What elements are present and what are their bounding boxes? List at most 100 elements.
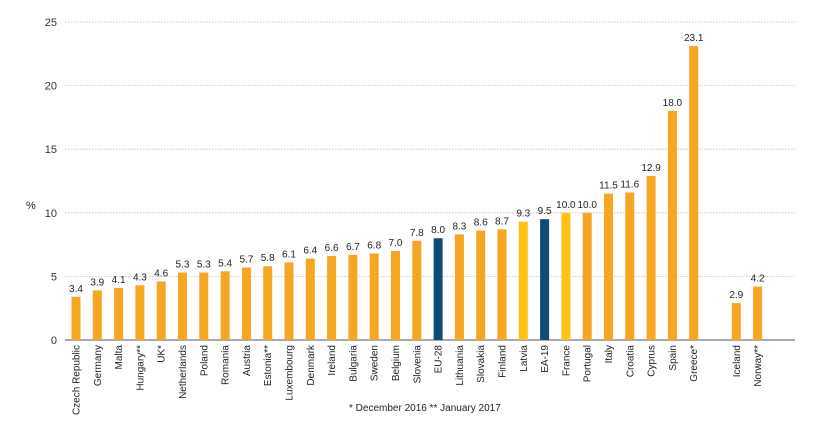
- bar: [178, 272, 187, 340]
- x-category-label: Poland: [199, 345, 210, 376]
- bar-value-label: 6.6: [325, 243, 339, 254]
- bar-value-label: 4.1: [112, 275, 126, 286]
- bar-value-label: 7.0: [389, 238, 403, 249]
- y-axis-label: %: [26, 200, 36, 212]
- x-category-label: Norway**: [753, 345, 764, 387]
- bar-value-label: 8.0: [431, 225, 445, 236]
- bar-value-label: 10.0: [577, 200, 597, 211]
- bar-value-label: 3.9: [90, 277, 104, 288]
- bar: [284, 262, 294, 340]
- y-tick-label: 5: [51, 271, 57, 283]
- bar: [92, 290, 102, 340]
- x-category-label: Lithuania: [455, 345, 466, 386]
- bar-value-label: 4.6: [154, 268, 168, 279]
- bar: [305, 258, 315, 340]
- bar: [114, 287, 124, 340]
- x-category-label: Bulgaria: [348, 345, 359, 382]
- bar: [646, 175, 656, 340]
- bar-value-label: 6.1: [282, 249, 296, 260]
- bar: [241, 267, 251, 340]
- x-category-label: Denmark: [306, 344, 317, 386]
- bar-value-label: 6.8: [367, 241, 381, 252]
- bar: [156, 281, 166, 340]
- bar: [561, 212, 571, 340]
- x-category-label: EU-28: [434, 345, 445, 374]
- bar: [753, 286, 763, 340]
- bar: [263, 266, 273, 340]
- bar: [518, 221, 528, 340]
- x-category-label: Hungary**: [135, 345, 146, 391]
- x-category-label: Italy: [604, 345, 615, 363]
- bar: [391, 250, 400, 340]
- x-category-label: Spain: [668, 345, 679, 371]
- bar: [667, 111, 677, 340]
- bar: [327, 256, 337, 340]
- x-category-label: Austria: [242, 345, 253, 377]
- bar-value-label: 4.3: [133, 272, 147, 283]
- x-category-label: Germany: [93, 345, 104, 386]
- bar-value-label: 9.5: [538, 206, 552, 217]
- bar-value-label: 18.0: [663, 98, 683, 109]
- x-category-label: Croatia: [625, 345, 636, 378]
- bar-value-label: 8.6: [474, 218, 488, 229]
- bar-value-label: 5.3: [176, 260, 190, 271]
- y-tick-label: 20: [45, 81, 57, 93]
- x-category-label: Iceland: [732, 345, 743, 377]
- bar: [582, 212, 592, 340]
- bar: [476, 230, 486, 340]
- bar-value-label: 8.7: [495, 216, 509, 227]
- x-category-label: Belgium: [391, 345, 402, 381]
- bar: [625, 192, 635, 340]
- bar: [731, 303, 741, 340]
- x-category-label: Czech Republic: [72, 345, 83, 415]
- x-category-label: Romania: [221, 345, 232, 385]
- x-category-label: Greece*: [689, 345, 700, 382]
- x-category-label: UK*: [157, 345, 168, 363]
- bar-value-label: 10.0: [556, 200, 576, 211]
- x-category-label: Estonia**: [263, 345, 274, 386]
- bar-value-label: 5.4: [218, 258, 232, 269]
- x-category-label: Sweden: [370, 345, 381, 381]
- bar: [71, 296, 81, 340]
- bar-value-label: 7.8: [410, 228, 424, 239]
- bar: [348, 254, 358, 340]
- y-tick-label: 0: [51, 335, 57, 347]
- bar-value-label: 4.2: [751, 274, 765, 285]
- bar: [199, 272, 209, 340]
- bar-value-label: 6.4: [303, 246, 317, 257]
- x-category-label: Finland: [498, 345, 509, 378]
- x-category-label: Cyprus: [647, 345, 658, 377]
- bar-value-label: 11.6: [620, 179, 639, 190]
- y-tick-label: 15: [45, 144, 57, 156]
- x-category-label: Latvia: [519, 345, 530, 372]
- bar: [412, 240, 422, 340]
- x-category-label: Luxembourg: [285, 345, 296, 401]
- x-category-label: Slovenia: [412, 345, 423, 384]
- y-tick-label: 10: [45, 208, 57, 220]
- bar-value-label: 11.5: [599, 181, 618, 192]
- x-category-label: EA-19: [540, 345, 551, 373]
- bar: [220, 271, 230, 340]
- bar: [369, 253, 379, 340]
- y-tick-label: 25: [45, 17, 57, 29]
- bar-value-label: 23.1: [684, 33, 704, 44]
- bar-value-label: 5.7: [239, 254, 253, 265]
- bar: [689, 46, 699, 340]
- bar-value-label: 5.3: [197, 260, 211, 271]
- x-category-label: Portugal: [583, 345, 594, 382]
- bar-value-label: 12.9: [641, 163, 661, 174]
- x-category-label: Ireland: [327, 345, 338, 376]
- bar: [604, 193, 613, 340]
- x-category-label: France: [561, 345, 572, 377]
- bar-value-label: 2.9: [729, 290, 743, 301]
- bar: [454, 234, 464, 340]
- bar: [433, 238, 443, 340]
- bar-value-label: 6.7: [346, 242, 360, 253]
- footnote: * December 2016 ** January 2017: [349, 403, 501, 414]
- x-category-label: Slovakia: [476, 345, 487, 383]
- x-category-label: Malta: [114, 345, 125, 370]
- bar: [540, 219, 550, 340]
- bar: [135, 285, 145, 340]
- bar-value-label: 5.8: [261, 253, 275, 264]
